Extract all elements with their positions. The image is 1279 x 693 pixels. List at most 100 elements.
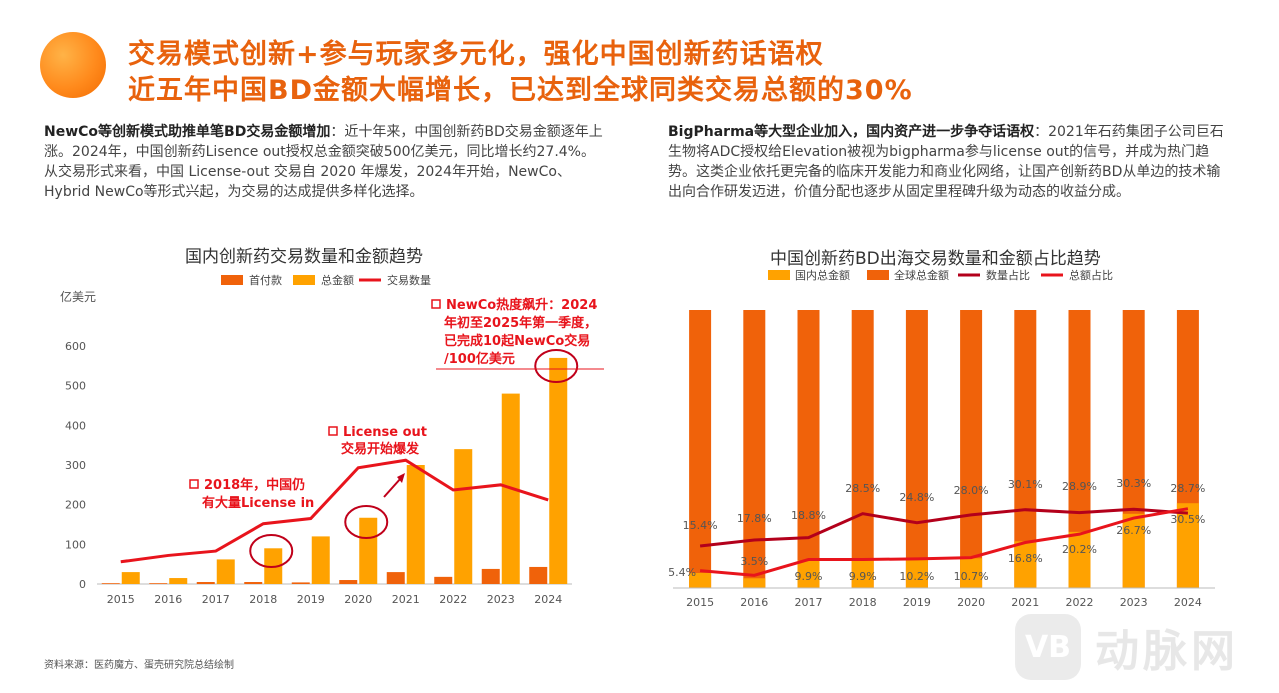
bar-domestic-total	[1068, 531, 1091, 588]
label-amount-share: 10.7%	[954, 570, 989, 583]
legend-label-count: 交易数量	[387, 273, 431, 287]
left-chart-xtick: 2017	[202, 593, 230, 606]
left-chart-ytick: 600	[65, 340, 86, 353]
label-amount-share: 9.9%	[849, 570, 877, 583]
line-deal-count	[120, 458, 549, 564]
legend-label-global: 全球总金额	[894, 268, 949, 282]
left-chart-ylabel: 亿美元	[60, 289, 96, 304]
left-chart-ytick: 200	[65, 499, 86, 512]
bar-domestic-total	[960, 558, 983, 588]
right-chart-xtick: 2019	[903, 596, 931, 609]
label-amount-share: 9.9%	[795, 570, 823, 583]
brand-logo-circle	[40, 32, 106, 98]
bar-total-amount	[406, 465, 425, 584]
left-chart-xtick: 2021	[392, 593, 420, 606]
left-chart-xtick: 2019	[297, 593, 325, 606]
annotation-newco-marker	[431, 299, 441, 309]
legend-label-amount-share: 总额占比	[1069, 268, 1113, 282]
label-count-share: 28.0%	[954, 484, 989, 497]
bar-downpayment	[196, 582, 215, 584]
watermark: VB 动脉网	[1015, 614, 1239, 680]
bar-domestic-total	[1176, 503, 1199, 588]
right-chart-xtick: 2020	[957, 596, 985, 609]
label-amount-share: 3.5%	[740, 555, 768, 568]
left-paragraph-body: ：近十年来，中国创新药BD交易金额逐年上涨。2024年，中国创新药Lisence…	[44, 124, 603, 200]
right-paragraph-body: ：2021年石药集团子公司巨石生物将ADC授权给Elevation被视为bigp…	[668, 124, 1224, 200]
bar-total-amount	[216, 559, 235, 584]
right-paragraph: BigPharma等大型企业加入，国内资产进一步争夺话语权：2021年石药集团子…	[668, 122, 1228, 202]
annotation-newco-text: 已完成10起NewCo交易	[444, 333, 590, 349]
label-amount-share: 16.8%	[1008, 552, 1043, 565]
annotation-2021-marker	[328, 426, 338, 436]
bar-downpayment	[386, 572, 405, 584]
line-count-share	[699, 507, 1189, 548]
bar-domestic-total	[851, 560, 874, 588]
page-title-line2: 近五年中国BD金额大幅增长，已达到全球同类交易总额的30%	[128, 75, 913, 106]
label-count-share: 28.9%	[1062, 480, 1097, 493]
left-chart-xtick: 2015	[107, 593, 135, 606]
legend-swatch-downpayment	[221, 275, 243, 285]
bar-domestic-total	[797, 560, 820, 588]
label-amount-share: 5.4%	[668, 566, 696, 579]
left-paragraph-lead: NewCo等创新模式助推单笔BD交易金额增加	[44, 124, 331, 140]
bar-downpayment	[529, 566, 548, 584]
label-amount-share: 10.2%	[899, 570, 934, 583]
bar-total-amount	[121, 572, 140, 584]
watermark-logo-icon: VB	[1015, 614, 1081, 680]
bar-global-total	[743, 310, 766, 588]
bar-global-total	[905, 310, 928, 588]
annotation-newco-text: /100亿美元	[444, 351, 515, 367]
annotation-2021-text: License out	[343, 425, 427, 440]
watermark-text: 动脉网	[1095, 626, 1239, 677]
bar-total-amount	[359, 517, 378, 584]
bar-global-total	[851, 310, 874, 588]
line-amount-share	[699, 507, 1189, 577]
bar-downpayment	[149, 583, 168, 584]
right-chart-xtick: 2022	[1066, 596, 1094, 609]
label-count-share: 18.8%	[791, 509, 826, 522]
left-paragraph: NewCo等创新模式助推单笔BD交易金额增加：近十年来，中国创新药BD交易金额逐…	[44, 122, 604, 202]
bar-domestic-total	[905, 559, 928, 588]
bar-global-total	[960, 310, 983, 588]
left-chart-xtick: 2016	[154, 593, 182, 606]
annotation-newco-text: NewCo热度飙升：2024	[446, 297, 597, 313]
right-chart-xtick: 2016	[740, 596, 768, 609]
bar-total-amount	[311, 536, 330, 584]
label-amount-share: 30.5%	[1170, 513, 1205, 526]
annotation-2018-marker	[189, 479, 199, 489]
label-count-share: 28.7%	[1170, 482, 1205, 495]
left-chart-xtick: 2024	[534, 593, 562, 606]
bar-global-total	[689, 310, 712, 588]
arrow-2021-head	[397, 473, 405, 483]
bar-downpayment	[244, 582, 263, 584]
bar-downpayment	[481, 568, 500, 584]
label-count-share: 24.8%	[899, 491, 934, 504]
legend-label-total: 总金额	[321, 273, 354, 287]
bar-global-total	[1068, 310, 1091, 588]
right-chart-xtick: 2018	[849, 596, 877, 609]
bar-downpayment	[339, 580, 358, 584]
arrow-2021-shaft	[383, 477, 402, 498]
left-chart-ytick: 400	[65, 419, 86, 432]
legend-label-count-share: 数量占比	[986, 268, 1030, 282]
highlight-circle-2018	[249, 534, 294, 568]
left-chart-xtick: 2022	[439, 593, 467, 606]
bar-global-total	[797, 310, 820, 588]
bar-downpayment	[291, 582, 310, 584]
left-chart-ytick: 500	[65, 380, 86, 393]
label-count-share: 17.8%	[737, 512, 772, 525]
annotation-2018-text: 2018年，中国仍	[204, 477, 305, 493]
left-chart-xtick: 2020	[344, 593, 372, 606]
bar-total-amount	[169, 578, 188, 584]
right-chart-xtick: 2021	[1011, 596, 1039, 609]
bar-total-amount	[549, 357, 568, 584]
label-count-share: 30.3%	[1116, 477, 1151, 490]
annotation-newco-text: 年初至2025年第一季度，	[444, 315, 597, 331]
legend-label-domestic: 国内总金额	[795, 268, 850, 282]
label-count-share: 30.1%	[1008, 478, 1043, 491]
highlight-circle-2024	[534, 349, 579, 383]
bar-domestic-total	[1014, 541, 1037, 588]
legend-label-downpayment: 首付款	[249, 273, 282, 287]
bar-total-amount	[454, 449, 473, 584]
